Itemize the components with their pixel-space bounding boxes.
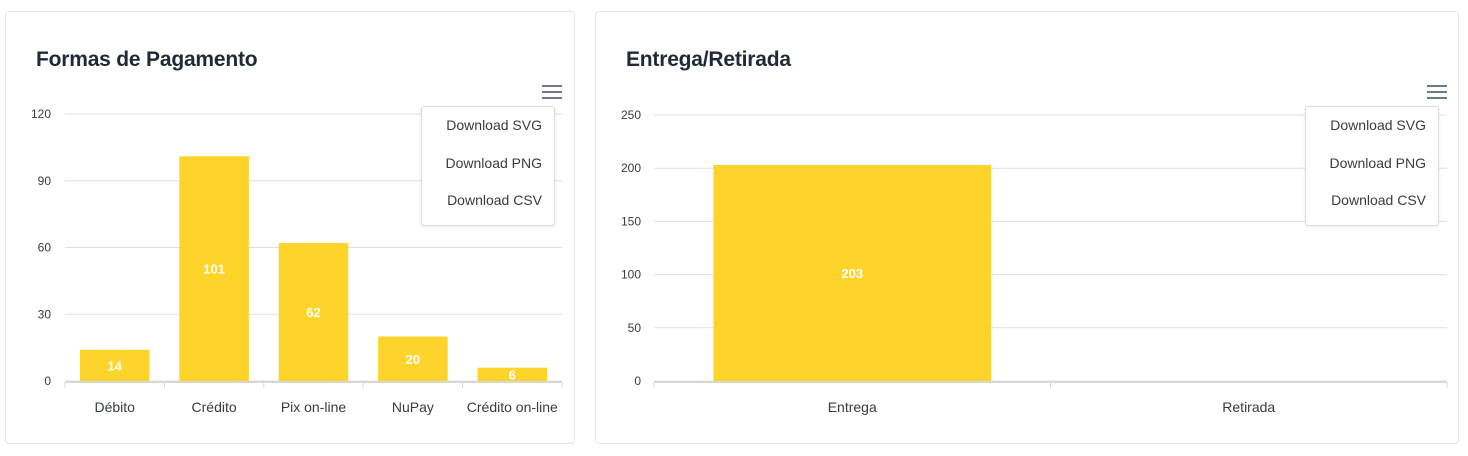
download-svg-item[interactable]: Download SVG [1330,117,1426,133]
payment-methods-bar-chart: 0 30 60 90 120 14 Débito 101 Crédito 62 Pix on-lin… [31,107,563,415]
delivery-pickup-bar-chart: 0 50 100 150 200 250 203 Entrega Retirada [621,108,1448,415]
y-tick-label: 120 [31,107,51,121]
y-tick-label: 200 [621,161,641,175]
hamburger-menu-icon[interactable] [542,85,562,99]
y-tick-label: 250 [621,108,641,122]
x-category-label: Crédito on-line [467,399,558,415]
y-tick-label: 100 [621,268,641,282]
x-category-label: Retirada [1222,399,1275,415]
download-csv-item[interactable]: Download CSV [447,192,542,208]
data-label: 62 [306,305,320,320]
export-menu: Download SVG Download PNG Download CSV [1305,106,1439,226]
y-tick-label: 50 [628,321,642,335]
y-tick-label: 30 [38,307,52,321]
x-category-label: Pix on-line [281,399,347,415]
y-tick-label: 90 [38,174,52,188]
x-category-label: Débito [94,399,135,415]
y-tick-label: 0 [634,374,641,388]
x-category-label: Crédito [192,399,237,415]
y-tick-label: 60 [38,241,52,255]
data-label: 101 [203,262,225,277]
hamburger-menu-icon[interactable] [1427,85,1447,99]
data-label: 6 [509,367,516,382]
chart-title: Formas de Pagamento [36,48,258,71]
chart-card-delivery-pickup: Entrega/Retirada 0 50 100 150 200 250 203 Entre… [595,11,1459,444]
y-tick-label: 0 [44,374,51,388]
bar[interactable] [179,156,249,381]
chart-card-payment-methods: Formas de Pagamento 0 30 60 90 120 14 Débito 10… [5,11,575,444]
download-png-item[interactable]: Download PNG [445,154,543,171]
download-png-item[interactable]: Download PNG [1329,154,1427,171]
x-category-label: NuPay [392,399,434,415]
download-svg-item[interactable]: Download SVG [446,117,542,133]
x-category-label: Entrega [828,399,877,415]
data-label: 203 [841,266,863,281]
y-tick-label: 150 [621,214,641,228]
bar[interactable] [79,349,150,381]
bar[interactable] [713,165,992,381]
export-menu: Download SVG Download PNG Download CSV [421,106,555,226]
chart-title: Entrega/Retirada [626,48,791,71]
data-label: 20 [406,352,420,367]
data-label: 14 [107,358,122,373]
download-csv-item[interactable]: Download CSV [1331,192,1426,208]
bar[interactable] [278,243,349,381]
bar[interactable] [378,336,448,382]
bar[interactable] [477,367,548,381]
